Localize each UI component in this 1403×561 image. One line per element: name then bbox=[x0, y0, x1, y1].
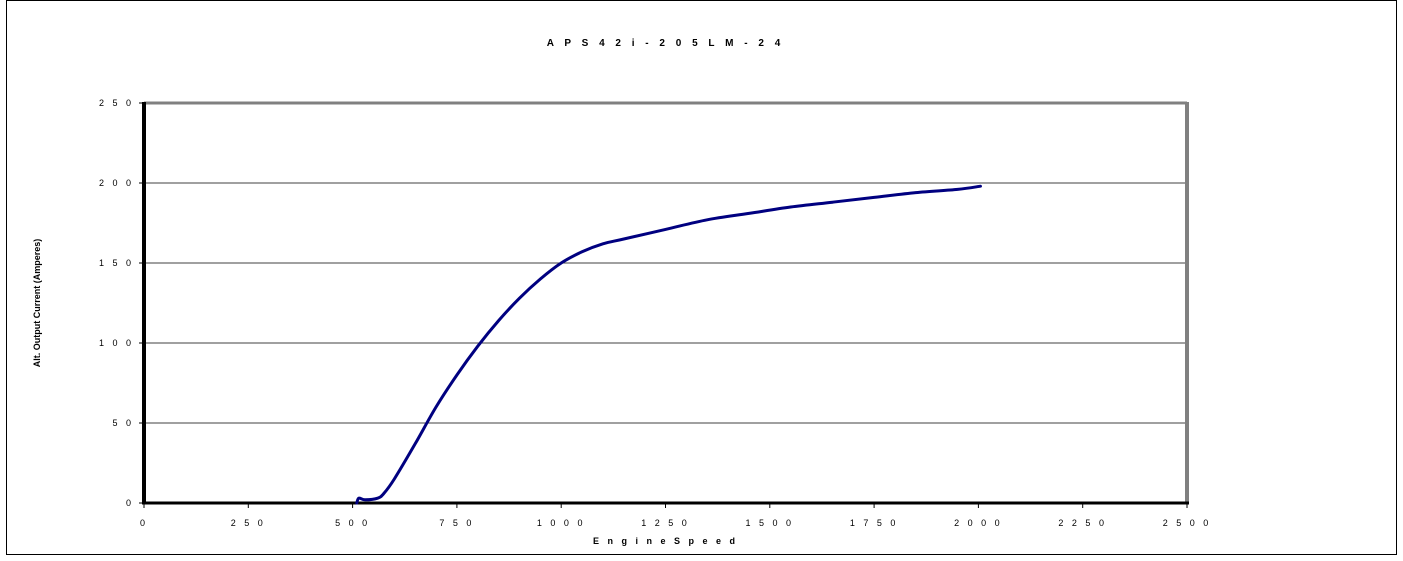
y-tick-label: 1 0 0 bbox=[99, 338, 134, 348]
axes bbox=[139, 102, 1189, 508]
x-tick-label: 7 5 0 bbox=[439, 518, 474, 528]
y-tick-label: 5 0 bbox=[112, 418, 134, 428]
x-tick-label: 2 5 0 0 bbox=[1163, 518, 1212, 528]
x-tick-label: 2 0 0 0 bbox=[954, 518, 1003, 528]
series-layer bbox=[355, 184, 982, 505]
chart-frame: 0 2 5 0 5 0 0 7 5 0 1 0 0 0 1 2 5 0 1 5 0 0 1 7… bbox=[6, 0, 1397, 555]
y-tick-label: 0 bbox=[126, 498, 134, 508]
x-tick-label: 1 2 5 0 bbox=[641, 518, 690, 528]
x-tick-label: 1 7 5 0 bbox=[850, 518, 899, 528]
grid-lines bbox=[144, 101, 1187, 424]
x-tick-label: 0 bbox=[140, 518, 148, 528]
chart-title: A P S 4 2 i - 2 0 5 L M - 2 4 bbox=[547, 38, 785, 49]
x-tick-label: 2 5 0 bbox=[231, 518, 266, 528]
y-tick-label: 2 0 0 bbox=[99, 178, 134, 188]
y-tick-label: 2 5 0 bbox=[99, 98, 134, 108]
x-tick-label: 2 2 5 0 bbox=[1058, 518, 1107, 528]
chart-svg: 0 2 5 0 5 0 0 7 5 0 1 0 0 0 1 2 5 0 1 5 0 0 1 7… bbox=[32, 38, 1212, 546]
y-axis-label: Alt. Output Current (Amperes) bbox=[32, 239, 42, 368]
x-axis-label: E n g i n e S p e e d bbox=[593, 536, 738, 546]
series-line bbox=[355, 184, 982, 505]
plot-area-background bbox=[144, 103, 1187, 503]
tick-labels: 0 2 5 0 5 0 0 7 5 0 1 0 0 0 1 2 5 0 1 5 0 0 1 7… bbox=[99, 98, 1212, 528]
x-tick-label: 1 0 0 0 bbox=[537, 518, 586, 528]
x-tick-label: 5 0 0 bbox=[335, 518, 370, 528]
y-tick-label: 1 5 0 bbox=[99, 258, 134, 268]
x-tick-label: 1 5 0 0 bbox=[746, 518, 795, 528]
